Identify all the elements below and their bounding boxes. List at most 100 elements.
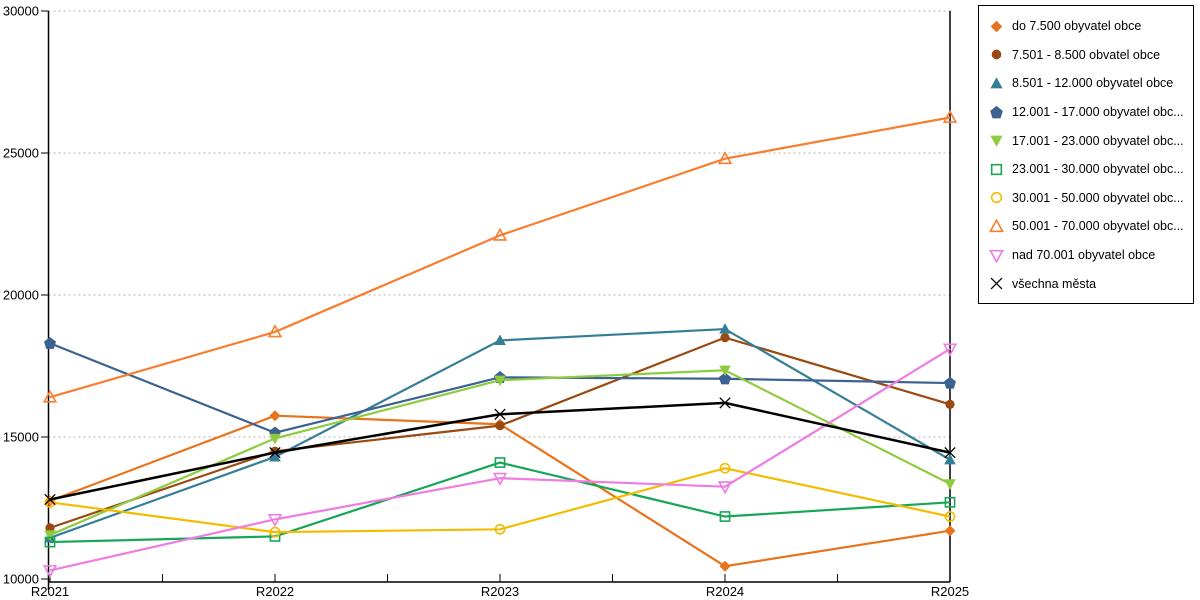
legend-item-label: do 7.500 obyvatel obce: [1012, 19, 1142, 34]
legend-marker: [990, 135, 1003, 147]
data-point: [44, 530, 56, 541]
diamond-marker-icon: [269, 410, 281, 422]
pentagon-marker-icon: [944, 376, 956, 389]
series-line: [49, 461, 951, 544]
legend-marker: [990, 105, 1003, 118]
legend-marker: [990, 192, 1003, 204]
circle-outline-marker-icon: [719, 462, 731, 474]
x-tick-label: R2025: [931, 584, 969, 599]
triangle-up-legend-icon: [990, 77, 1003, 89]
data-point: [44, 496, 56, 508]
triangle-down-marker-icon: [719, 365, 731, 377]
triangle-down-marker-icon: [44, 530, 56, 541]
triangle-down-outline-marker-icon: [267, 513, 283, 528]
legend-item-label: 7.501 - 8.500 obvatel obce: [1012, 47, 1161, 62]
data-point: [269, 526, 281, 538]
square-outline-marker-icon: [494, 457, 506, 468]
y-tick-label: 15000: [3, 430, 39, 445]
data-point: [44, 536, 56, 548]
data-point: [944, 479, 956, 490]
legend-item: 17.001 - 23.000 obyvatel obc...: [979, 126, 1193, 155]
data-point: [42, 565, 58, 579]
pentagon-marker-icon: [719, 372, 731, 385]
triangle-up-outline-marker-icon: [267, 324, 283, 338]
data-point: [944, 525, 956, 537]
triangle-up-marker-icon: [494, 334, 506, 346]
legend-marker: [990, 77, 1003, 89]
circle-marker-icon: [991, 50, 1002, 60]
data-point: [44, 493, 56, 506]
legend: do 7.500 obyvatel obce 7.501 - 8.500 obva…: [978, 5, 1194, 304]
data-point: [944, 446, 956, 459]
triangle-down-outline-marker-icon: [717, 481, 733, 495]
data-point: [944, 453, 956, 465]
data-point: [44, 336, 56, 349]
data-point: [717, 481, 733, 495]
legend-item-label: 17.001 - 23.000 obyvatel obc...: [1012, 133, 1184, 148]
data-point: [944, 376, 956, 389]
circle-marker-icon: [720, 333, 730, 343]
x-marker-icon: [494, 408, 506, 420]
x-tick-label: R2022: [256, 584, 294, 599]
data-point: [945, 399, 955, 409]
legend-item: nad 70.001 obyvatel obce: [979, 241, 1193, 270]
diamond-legend-icon: [990, 20, 1003, 33]
data-point: [42, 389, 58, 403]
triangle-down-outline-marker-icon: [942, 343, 958, 357]
y-tick-label: 25000: [3, 146, 39, 161]
data-point: [719, 397, 731, 409]
series-line: [49, 327, 951, 539]
data-point: [719, 462, 731, 474]
data-point: [719, 560, 731, 572]
legend-marker: [990, 20, 1003, 33]
circle-outline-marker-icon: [494, 523, 506, 535]
legend-item-label: 23.001 - 30.000 obyvatel obc...: [1012, 162, 1184, 177]
circle-legend-icon: [991, 50, 1002, 60]
pentagon-marker-icon: [990, 105, 1003, 118]
data-point: [269, 410, 281, 422]
circle-marker-icon: [45, 523, 55, 533]
triangle-down-marker-icon: [944, 479, 956, 490]
triangle-down-marker-icon: [494, 375, 506, 387]
series-line: [49, 467, 951, 534]
data-point: [492, 227, 508, 241]
legend-item-label: 50.001 - 70.000 obyvatel obc...: [1012, 219, 1184, 234]
x-marker-icon: [44, 493, 56, 506]
legend-item: 30.001 - 50.000 obyvatel obc...: [979, 184, 1193, 213]
triangle-up-outline-marker-icon: [492, 227, 508, 241]
x-tick-label: R2023: [481, 584, 519, 599]
square-outline-legend-icon: [990, 163, 1003, 175]
x-marker-icon: [269, 446, 281, 459]
data-point: [494, 334, 506, 346]
triangle-up-outline-marker-icon: [989, 218, 1004, 233]
legend-marker: [990, 163, 1003, 175]
data-point: [45, 523, 55, 533]
data-point: [495, 421, 505, 431]
legend-marker: [991, 50, 1002, 60]
legend-item: 7.501 - 8.500 obvatel obce: [979, 41, 1193, 70]
data-point: [494, 457, 506, 468]
square-outline-marker-icon: [719, 511, 731, 522]
x-tick-label: R2021: [31, 584, 69, 599]
data-point: [719, 511, 731, 522]
data-point: [269, 433, 281, 445]
data-point: [494, 408, 506, 420]
legend-item: do 7.500 obyvatel obce: [979, 12, 1193, 41]
data-point: [719, 365, 731, 377]
x-legend-icon: [990, 277, 1003, 290]
pentagon-marker-icon: [44, 336, 56, 349]
legend-item: všechna města: [979, 269, 1193, 298]
data-point: [269, 450, 281, 462]
data-point: [494, 375, 506, 387]
triangle-down-legend-icon: [990, 135, 1003, 147]
triangle-down-outline-marker-icon: [492, 472, 508, 486]
triangle-up-marker-icon: [719, 323, 731, 334]
data-point: [717, 151, 733, 165]
data-point: [719, 372, 731, 385]
y-tick-label: 30000: [3, 4, 39, 19]
circle-outline-marker-icon: [269, 526, 281, 538]
data-point: [269, 446, 281, 459]
data-point: [494, 523, 506, 535]
diamond-marker-icon: [990, 20, 1003, 33]
